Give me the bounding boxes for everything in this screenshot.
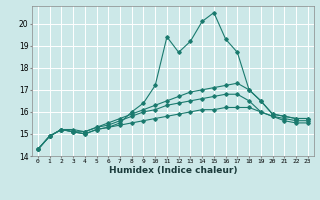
X-axis label: Humidex (Indice chaleur): Humidex (Indice chaleur) bbox=[108, 166, 237, 175]
